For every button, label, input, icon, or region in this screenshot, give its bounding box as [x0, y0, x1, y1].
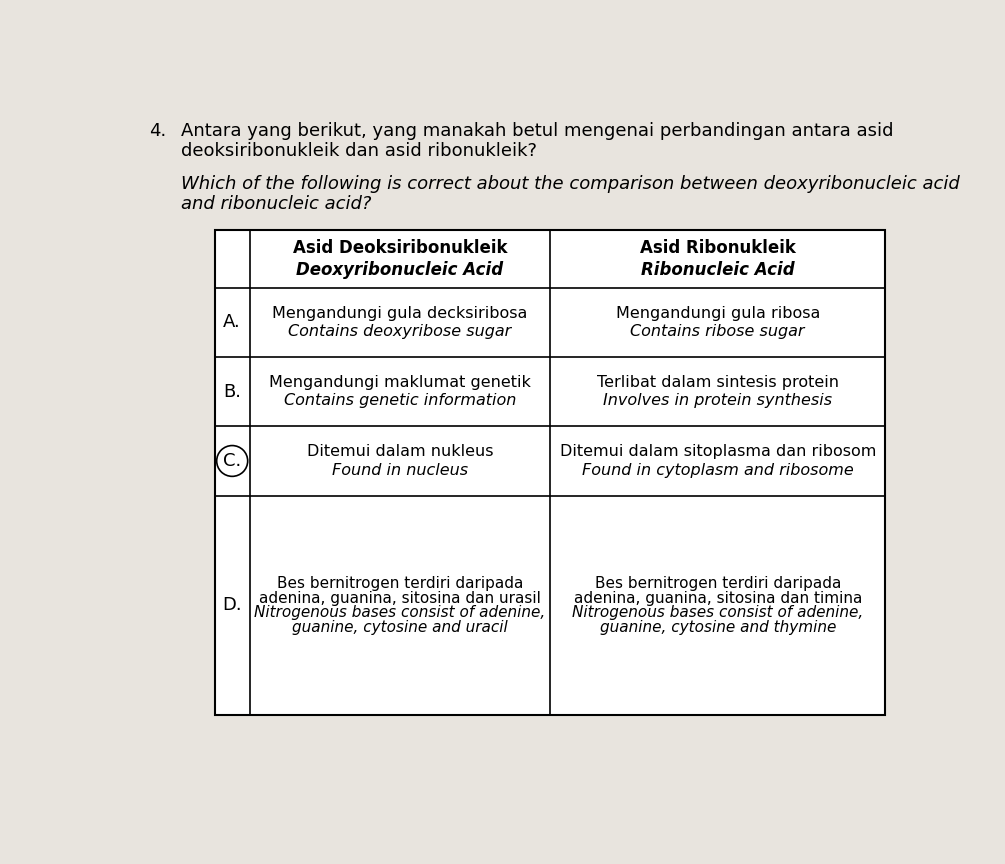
- Text: adenina, guanina, sitosina dan timina: adenina, guanina, sitosina dan timina: [574, 590, 862, 606]
- Text: Antara yang berikut, yang manakah betul mengenai perbandingan antara asid: Antara yang berikut, yang manakah betul …: [182, 122, 893, 140]
- Bar: [215, 230, 885, 715]
- Text: Bes bernitrogen terdiri daripada: Bes bernitrogen terdiri daripada: [595, 576, 841, 591]
- Text: and ribonucleic acid?: and ribonucleic acid?: [182, 194, 372, 213]
- Text: Contains genetic information: Contains genetic information: [283, 393, 517, 409]
- Text: Ditemui dalam nukleus: Ditemui dalam nukleus: [307, 444, 493, 460]
- Text: Deoxyribonucleic Acid: Deoxyribonucleic Acid: [296, 261, 504, 278]
- Text: deoksiribonukleik dan asid ribonukleik?: deoksiribonukleik dan asid ribonukleik?: [182, 143, 538, 160]
- Text: Nitrogenous bases consist of adenine,: Nitrogenous bases consist of adenine,: [572, 605, 863, 620]
- Text: Asid Ribonukleik: Asid Ribonukleik: [640, 239, 796, 257]
- Text: Involves in protein synthesis: Involves in protein synthesis: [603, 393, 832, 409]
- Text: Ribonucleic Acid: Ribonucleic Acid: [641, 261, 795, 278]
- Text: Contains deoxyribose sugar: Contains deoxyribose sugar: [288, 324, 512, 339]
- Text: Found in nucleus: Found in nucleus: [332, 463, 468, 478]
- Text: Mengandungi gula ribosa: Mengandungi gula ribosa: [615, 306, 820, 321]
- Text: guanine, cytosine and thymine: guanine, cytosine and thymine: [600, 619, 836, 635]
- Text: Mengandungi gula decksiribosa: Mengandungi gula decksiribosa: [272, 306, 528, 321]
- Text: B.: B.: [223, 383, 241, 401]
- Text: A.: A.: [223, 314, 241, 332]
- Text: Which of the following is correct about the comparison between deoxyribonucleic : Which of the following is correct about …: [182, 175, 960, 193]
- Text: Asid Deoksiribonukleik: Asid Deoksiribonukleik: [292, 239, 508, 257]
- Text: Nitrogenous bases consist of adenine,: Nitrogenous bases consist of adenine,: [254, 605, 546, 620]
- Text: D.: D.: [222, 596, 242, 614]
- Text: Bes bernitrogen terdiri daripada: Bes bernitrogen terdiri daripada: [276, 576, 524, 591]
- Text: Found in cytoplasm and ribosome: Found in cytoplasm and ribosome: [582, 463, 853, 478]
- Text: C.: C.: [223, 452, 241, 470]
- Text: guanine, cytosine and uracil: guanine, cytosine and uracil: [292, 619, 508, 635]
- Text: adenina, guanina, sitosina dan urasil: adenina, guanina, sitosina dan urasil: [259, 590, 541, 606]
- Text: Contains ribose sugar: Contains ribose sugar: [630, 324, 805, 339]
- Text: Mengandungi maklumat genetik: Mengandungi maklumat genetik: [269, 375, 531, 390]
- Text: 4.: 4.: [149, 122, 166, 140]
- Text: Terlibat dalam sintesis protein: Terlibat dalam sintesis protein: [597, 375, 839, 390]
- Text: Ditemui dalam sitoplasma dan ribosom: Ditemui dalam sitoplasma dan ribosom: [560, 444, 876, 460]
